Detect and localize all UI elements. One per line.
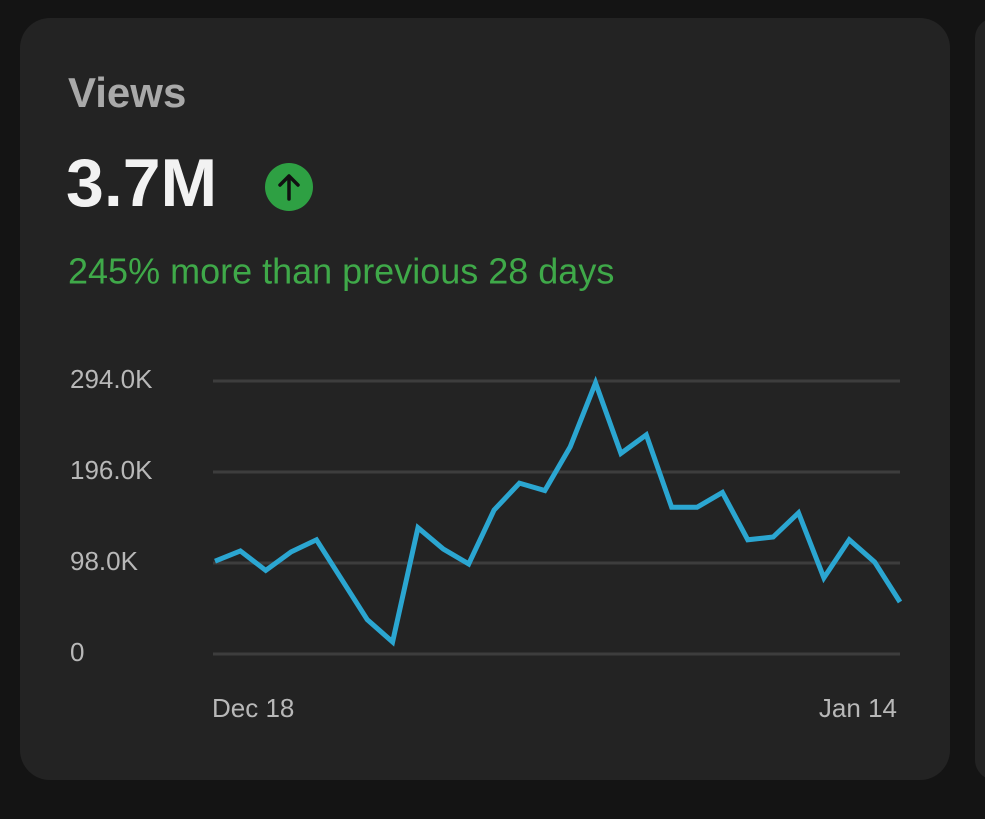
x-tick-label: Jan 14 xyxy=(819,693,897,723)
line xyxy=(214,375,903,647)
change: 245% more than previous 28 days xyxy=(68,251,614,292)
x-tick-label: Dec 18 xyxy=(212,693,294,723)
y-tick-label: 98.0K xyxy=(70,546,139,576)
y-tick-label: 0 xyxy=(70,637,84,667)
y-tick-label: 294.0K xyxy=(70,364,153,394)
chart: 0 98.0K 196.0K 294.0K Dec 18 Jan 14 xyxy=(70,364,903,723)
y-tick-label: 196.0K xyxy=(70,455,153,485)
total: 3.7M xyxy=(66,145,217,221)
up-icon xyxy=(265,163,313,211)
card-title: Views xyxy=(68,69,186,116)
card xyxy=(20,18,950,780)
next-card xyxy=(975,20,985,778)
